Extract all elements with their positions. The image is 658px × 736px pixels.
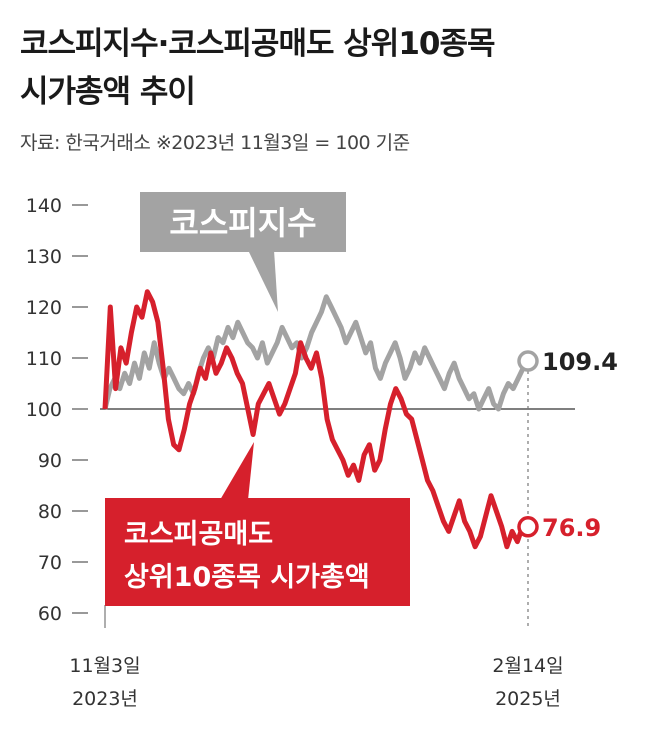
kospi-label-box: 코스피지수 [140, 192, 346, 312]
series-line-short-top10 [102, 289, 529, 550]
chart-source-note: 자료: 한국거래소 ※2023년 11월3일 = 100 기준 [20, 132, 410, 154]
end-value-short-top10: 76.9 [542, 514, 601, 542]
y-tick-label: 60 [38, 603, 62, 625]
y-tick-label: 80 [38, 501, 62, 523]
y-tick-label: 140 [26, 195, 62, 217]
end-marker-kospi [517, 350, 539, 372]
kospi-label-text: 코스피지수 [169, 204, 316, 242]
y-tick-label: 120 [26, 297, 62, 319]
x-start-date-label: 11월3일 [69, 655, 140, 677]
y-tick-label: 90 [38, 450, 62, 472]
x-start-year-label: 2023년 [72, 688, 138, 710]
y-tick-label: 70 [38, 552, 62, 574]
chart-title-line1: 코스피지수·코스피공매도 상위10종목 [20, 26, 496, 62]
short-label-text-line1: 코스피공매도 [124, 519, 273, 550]
y-tick-label: 110 [26, 348, 62, 370]
chart-title-line2: 시가총액 추이 [20, 74, 196, 110]
end-marker-short-top10 [517, 516, 539, 538]
end-value-kospi: 109.4 [542, 348, 618, 376]
short-label-box: 코스피공매도 상위10종목 시가총액 [105, 442, 410, 606]
y-tick-label: 130 [26, 246, 62, 268]
x-end-date-label: 2월14일 [492, 655, 563, 677]
x-end-year-label: 2025년 [495, 688, 561, 710]
short-label-text-line2: 상위10종목 시가총액 [124, 562, 370, 593]
y-tick-label: 100 [26, 399, 62, 421]
series-line-kospi [102, 294, 531, 412]
